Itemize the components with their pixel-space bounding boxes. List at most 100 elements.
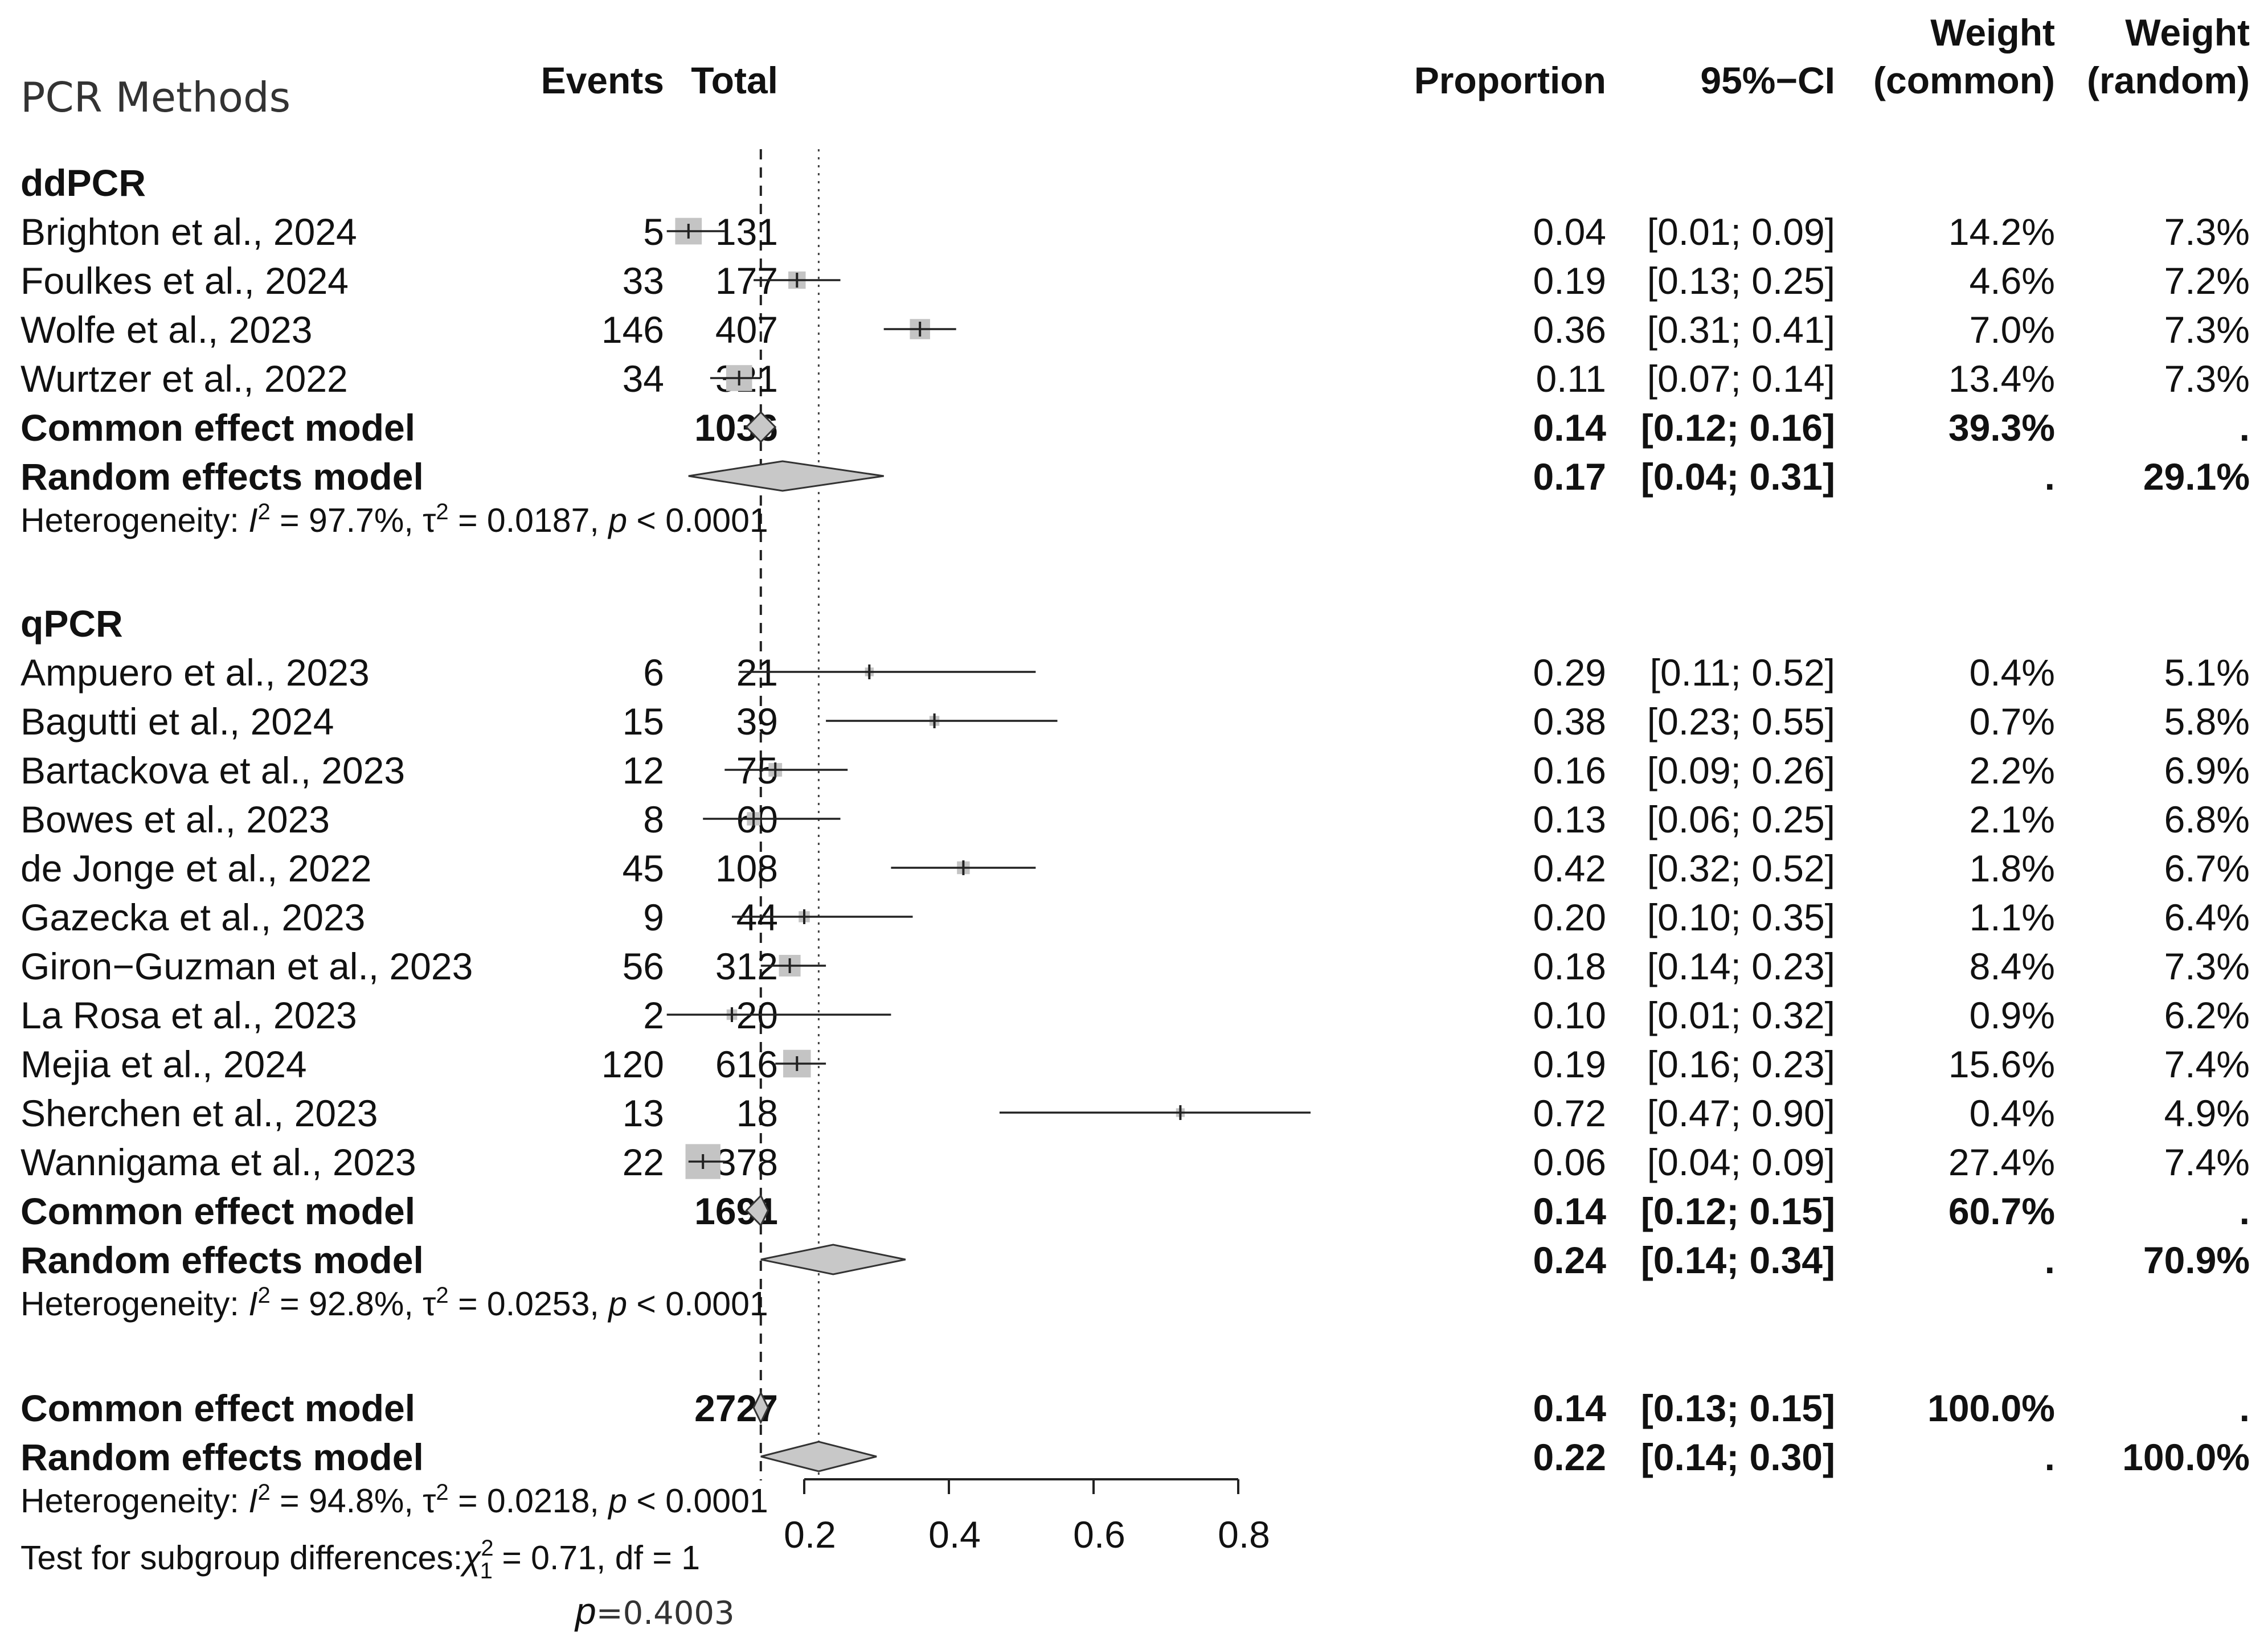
overall-common-model-label: Common effect model (21, 1387, 415, 1429)
study-label: Giron−Guzman et al., 2023 (21, 945, 473, 987)
ci-value: [0.10; 0.35] (1647, 896, 1835, 938)
weight-common-value: 2.2% (1970, 749, 2055, 791)
ci-value: [0.04; 0.09] (1647, 1141, 1835, 1183)
overall-common-model-proportion: 0.14 (1533, 1387, 1607, 1429)
study-label: Wannigama et al., 2023 (21, 1141, 416, 1183)
x-axis-tick-label: 0.6 (1073, 1513, 1125, 1556)
random-model-weight-random: 70.9% (2143, 1239, 2250, 1281)
overall-random-model-weight-random: 100.0% (2122, 1436, 2250, 1478)
common-model-label: Common effect model (21, 1190, 415, 1232)
study-label: Gazecka et al., 2023 (21, 896, 365, 938)
ci-value: [0.07; 0.14] (1647, 358, 1835, 400)
events-value: 120 (601, 1043, 664, 1085)
ci-value: [0.23; 0.55] (1647, 700, 1835, 742)
weight-random-value: 7.2% (2164, 260, 2250, 302)
proportion-value: 0.04 (1533, 211, 1606, 253)
overall-random-model-diamond (760, 1441, 877, 1472)
ci-value: [0.13; 0.25] (1647, 260, 1835, 302)
study-label: de Jonge et al., 2022 (21, 847, 372, 889)
study-label: Sherchen et al., 2023 (21, 1092, 378, 1134)
weight-random-value: 7.3% (2164, 211, 2250, 253)
common-model-label: Common effect model (21, 407, 415, 449)
subgroup-test-p: p=0.4003 (574, 1590, 735, 1632)
header-proportion: Proportion (1414, 59, 1606, 101)
subgroup-test-text: Test for subgroup differences:χ2 1 = 0.71… (21, 1536, 700, 1583)
total-value: 18 (736, 1092, 778, 1134)
ci-value: [0.01; 0.32] (1647, 994, 1835, 1036)
events-value: 12 (623, 749, 664, 791)
random-model-proportion: 0.17 (1533, 456, 1606, 498)
study-label: Brighton et al., 2024 (21, 211, 357, 253)
common-model-weight-random: . (2240, 1190, 2250, 1232)
total-value: 39 (736, 700, 778, 742)
study-label: Foulkes et al., 2024 (21, 260, 349, 302)
weight-random-value: 6.7% (2164, 847, 2250, 889)
weight-common-value: 1.1% (1970, 896, 2055, 938)
weight-common-value: 13.4% (1948, 358, 2055, 400)
header-weight-common-sub: (common) (1873, 59, 2055, 101)
proportion-value: 0.16 (1533, 749, 1606, 791)
study-label: Ampuero et al., 2023 (21, 651, 370, 694)
study-label: Wurtzer et al., 2022 (21, 358, 348, 400)
weight-random-value: 6.4% (2164, 896, 2250, 938)
events-value: 22 (623, 1141, 664, 1183)
weight-random-value: 5.8% (2164, 700, 2250, 742)
proportion-value: 0.72 (1533, 1092, 1606, 1134)
subgroup-header: qPCR (21, 602, 123, 645)
weight-random-value: 7.3% (2164, 358, 2250, 400)
events-value: 45 (623, 847, 664, 889)
weight-random-value: 4.9% (2164, 1092, 2250, 1134)
weight-random-value: 7.4% (2164, 1141, 2250, 1183)
events-value: 13 (623, 1092, 664, 1134)
weight-random-value: 5.1% (2164, 651, 2250, 694)
random-model-ci: [0.14; 0.34] (1641, 1239, 1835, 1281)
events-value: 33 (623, 260, 664, 302)
common-model-proportion: 0.14 (1533, 407, 1607, 449)
weight-common-value: 15.6% (1948, 1043, 2055, 1085)
header-weight-random: Weight (2125, 11, 2250, 54)
weight-common-value: 2.1% (1970, 798, 2055, 840)
random-model-label: Random effects model (21, 1239, 424, 1281)
proportion-value: 0.29 (1533, 651, 1606, 694)
random-model-diamond (760, 1244, 906, 1275)
study-label: La Rosa et al., 2023 (21, 994, 357, 1036)
proportion-value: 0.10 (1533, 994, 1606, 1036)
random-model-weight-common: . (2045, 1239, 2055, 1281)
overall-heterogeneity-text: Heterogeneity: I2 = 94.8%, τ2 = 0.0218, … (21, 1480, 768, 1520)
proportion-value: 0.19 (1533, 1043, 1606, 1085)
common-model-weight-random: . (2240, 407, 2250, 449)
proportion-value: 0.18 (1533, 945, 1606, 987)
ci-value: [0.32; 0.52] (1647, 847, 1835, 889)
ci-value: [0.01; 0.09] (1647, 211, 1835, 253)
overall-common-model-weight-common: 100.0% (1927, 1387, 2055, 1429)
weight-common-value: 14.2% (1948, 211, 2055, 253)
random-model-weight-common: . (2045, 456, 2055, 498)
proportion-value: 0.20 (1533, 896, 1606, 938)
ci-value: [0.09; 0.26] (1647, 749, 1835, 791)
overall-common-model-diamond (752, 1390, 769, 1425)
weight-random-value: 7.3% (2164, 309, 2250, 351)
study-label: Bagutti et al., 2024 (21, 700, 334, 742)
weight-random-value: 6.2% (2164, 994, 2250, 1036)
proportion-value: 0.11 (1536, 358, 1606, 400)
total-value: 108 (715, 847, 778, 889)
weight-random-value: 7.4% (2164, 1043, 2250, 1085)
total-value: 131 (715, 211, 778, 253)
study-label: Mejia et al., 2024 (21, 1043, 307, 1085)
weight-common-value: 27.4% (1948, 1141, 2055, 1183)
weight-common-value: 0.4% (1970, 1092, 2055, 1134)
common-model-weight-common: 60.7% (1948, 1190, 2055, 1232)
events-value: 8 (643, 798, 664, 840)
common-model-diamond (745, 1194, 769, 1227)
weight-common-value: 0.9% (1970, 994, 2055, 1036)
events-value: 6 (643, 651, 664, 694)
weight-random-value: 6.8% (2164, 798, 2250, 840)
events-value: 146 (601, 309, 664, 351)
weight-random-value: 6.9% (2164, 749, 2250, 791)
ci-value: [0.11; 0.52] (1650, 651, 1835, 694)
x-axis-tick-label: 0.2 (784, 1513, 836, 1556)
proportion-value: 0.06 (1533, 1141, 1606, 1183)
proportion-value: 0.13 (1533, 798, 1606, 840)
study-label: Wolfe et al., 2023 (21, 309, 312, 351)
weight-common-value: 0.4% (1970, 651, 2055, 694)
